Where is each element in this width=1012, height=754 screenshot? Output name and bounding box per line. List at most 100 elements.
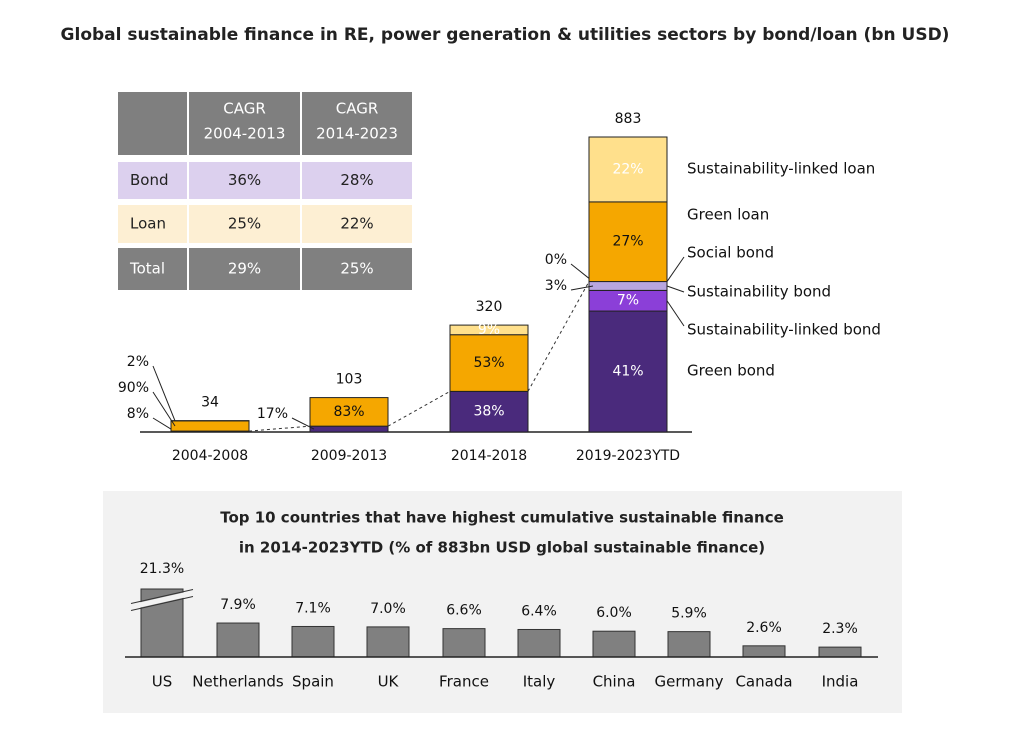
bar-segment	[588, 201, 668, 283]
x-tick-label: UK	[378, 673, 400, 691]
legend-label: Social bond	[687, 244, 774, 262]
connector	[527, 281, 590, 392]
table-cell-text: 25%	[228, 215, 261, 233]
table-header-text: CAGR	[336, 100, 379, 118]
bar	[366, 626, 410, 658]
table-header-text: 2004-2013	[204, 125, 286, 143]
segment-label: 83%	[333, 404, 364, 420]
table-cell	[302, 162, 412, 199]
value-label: 21.3%	[140, 561, 184, 577]
value-label: 2.3%	[822, 621, 858, 637]
total-label: 34	[201, 395, 219, 411]
legend-connector	[666, 300, 685, 327]
bar	[291, 625, 335, 658]
value-label: 7.1%	[295, 600, 331, 616]
table-cell	[302, 248, 412, 290]
legend-label: Sustainability-linked bond	[687, 321, 881, 339]
value-label: 6.4%	[521, 603, 557, 619]
value-label: 5.9%	[671, 606, 707, 622]
x-tick-label: 2019-2023YTD	[576, 448, 680, 464]
segment-label: 2%	[127, 354, 149, 370]
connector	[387, 390, 451, 427]
legend-connector	[666, 256, 685, 282]
table-cell	[189, 248, 300, 290]
segment-label: 41%	[612, 364, 643, 380]
table-cell-text: Total	[129, 260, 165, 278]
chart-subtitle: in 2014-2023YTD (% of 883bn USD global s…	[239, 539, 765, 557]
segment-label: 3%	[545, 278, 567, 294]
table-cell-text: 28%	[340, 171, 373, 189]
table-cell-text: Bond	[130, 171, 169, 189]
leader-line	[291, 417, 315, 430]
value-label: 7.0%	[370, 601, 406, 617]
legend-label: Green bond	[687, 362, 775, 380]
x-tick-label: India	[822, 673, 859, 691]
bar-segment	[449, 324, 529, 336]
total-label: 103	[336, 372, 363, 388]
value-label: 6.0%	[596, 605, 632, 621]
table-cell-text: 25%	[340, 260, 373, 278]
bar-segment	[309, 425, 389, 433]
table-cell-text: 36%	[228, 171, 261, 189]
bar-segment	[588, 281, 668, 291]
legend-label: Sustainability bond	[687, 283, 831, 301]
x-tick-label: 2014-2018	[451, 448, 527, 464]
legend-label: Sustainability-linked loan	[687, 160, 875, 178]
x-tick-label: Germany	[655, 673, 724, 691]
table-header-cell	[118, 92, 187, 155]
segment-label: 7%	[617, 293, 639, 309]
bar	[818, 646, 862, 658]
segment-label: 17%	[257, 406, 288, 422]
x-tick-label: US	[152, 673, 173, 691]
leader-line	[152, 365, 176, 421]
connector	[248, 425, 311, 432]
x-tick-label: Canada	[735, 673, 792, 691]
bar	[667, 631, 711, 658]
bar	[517, 628, 561, 658]
segment-label: 27%	[612, 234, 643, 250]
table-header-text: CAGR	[223, 100, 266, 118]
segment-label: 53%	[473, 355, 504, 371]
x-tick-label: Italy	[523, 673, 556, 691]
legend-label: Green loan	[687, 206, 769, 224]
x-tick-label: Netherlands	[192, 673, 284, 691]
table-cell	[118, 248, 187, 290]
page-title: Global sustainable finance in RE, power …	[61, 25, 950, 45]
bar-segment	[170, 420, 250, 432]
panel	[103, 491, 902, 713]
bar	[216, 622, 260, 658]
x-tick-label: Spain	[292, 673, 334, 691]
table-cell	[302, 205, 412, 243]
table-cell	[118, 162, 187, 199]
value-label: 7.9%	[220, 597, 256, 613]
value-label: 6.6%	[446, 603, 482, 619]
total-label: 320	[476, 299, 503, 315]
segment-label: 8%	[127, 406, 149, 422]
value-label: 2.6%	[746, 620, 782, 636]
bar	[742, 645, 786, 658]
axis-break-edge	[130, 596, 194, 611]
segment-label: 0%	[545, 252, 567, 268]
leader-line	[570, 285, 594, 291]
table-header-cell	[189, 92, 300, 155]
table-cell-text: Loan	[130, 215, 166, 233]
bar	[442, 628, 486, 658]
bar-segment	[449, 334, 529, 392]
table-cell	[189, 162, 300, 199]
bar	[592, 630, 636, 658]
legend-connector	[666, 285, 685, 293]
bar-segment	[309, 397, 389, 427]
bar-segment	[588, 136, 668, 203]
x-tick-label: France	[439, 673, 489, 691]
segment-label: 38%	[473, 404, 504, 420]
segment-label: 22%	[612, 161, 643, 177]
bar-segment	[449, 390, 529, 433]
x-tick-label: 2004-2008	[172, 448, 248, 464]
chart-subtitle: Top 10 countries that have highest cumul…	[220, 509, 784, 527]
x-tick-label: China	[593, 673, 636, 691]
table-cell	[118, 205, 187, 243]
table-cell-text: 22%	[340, 215, 373, 233]
x-tick-label: 2009-2013	[311, 448, 387, 464]
table-header-text: 2014-2023	[316, 125, 398, 143]
